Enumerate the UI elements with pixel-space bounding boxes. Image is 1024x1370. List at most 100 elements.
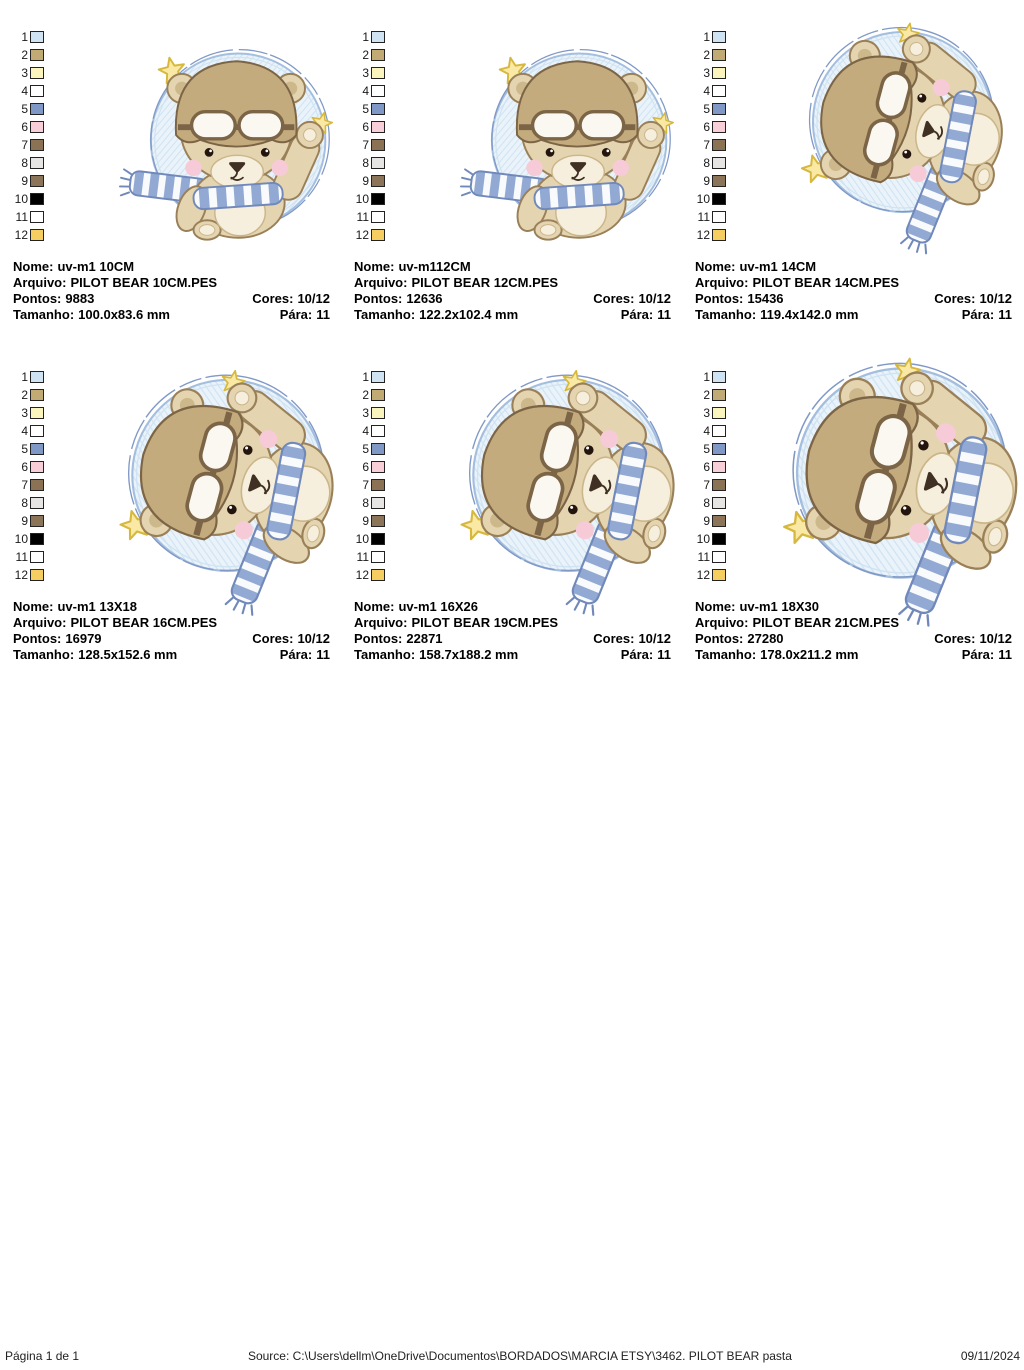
- palette-index: 12: [355, 568, 369, 582]
- value-arquivo: PILOT BEAR 10CM.PES: [70, 275, 218, 290]
- palette-swatch: [30, 31, 44, 43]
- stitches-line: Pontos: 9883 Cores: 10/12: [13, 291, 330, 307]
- palette-index: 4: [362, 424, 369, 438]
- palette-index: 9: [362, 514, 369, 528]
- palette-swatch: [371, 139, 385, 151]
- label-arquivo: Arquivo:: [354, 615, 408, 630]
- value-nome: uv-m1 16X26: [398, 599, 478, 614]
- palette-swatch: [371, 389, 385, 401]
- palette-index: 12: [14, 568, 28, 582]
- palette-row: 12: [345, 566, 385, 584]
- pilot-bear-illustration: [775, 16, 1005, 236]
- palette-swatch: [371, 443, 385, 455]
- palette-swatch: [371, 157, 385, 169]
- name-line: Nome: uv-m112CM: [354, 259, 671, 275]
- design-info: Nome: uv-m1 16X26 Arquivo: PILOT BEAR 19CM…: [354, 599, 671, 663]
- palette-index: 9: [21, 174, 28, 188]
- label-para: Pára:: [620, 647, 654, 662]
- value-tamanho: 122.2x102.4 mm: [419, 307, 519, 322]
- embroidery-preview: [753, 350, 1020, 605]
- palette-swatch: [30, 515, 44, 527]
- value-cores: 10/12: [638, 631, 671, 646]
- palette-index: 4: [21, 84, 28, 98]
- palette-index: 2: [21, 388, 28, 402]
- palette-index: 11: [697, 210, 710, 224]
- palette-row: 9: [345, 172, 385, 190]
- palette-swatch: [371, 175, 385, 187]
- thread-palette: 1 2 3 4 5 6 7 8 9 10 11 12: [4, 28, 44, 244]
- palette-swatch: [371, 479, 385, 491]
- palette-row: 12: [686, 566, 726, 584]
- value-cores: 10/12: [297, 631, 330, 646]
- label-nome: Nome:: [13, 599, 54, 614]
- palette-row: 9: [686, 172, 726, 190]
- palette-index: 3: [362, 406, 369, 420]
- label-nome: Nome:: [354, 259, 395, 274]
- label-arquivo: Arquivo:: [695, 615, 749, 630]
- palette-index: 10: [355, 532, 369, 546]
- palette-swatch: [712, 443, 726, 455]
- value-arquivo: PILOT BEAR 12CM.PES: [411, 275, 559, 290]
- design-info: Nome: uv-m1 14CM Arquivo: PILOT BEAR 14CM.…: [695, 259, 1012, 323]
- palette-swatch: [371, 193, 385, 205]
- palette-swatch: [30, 229, 44, 241]
- palette-row: 7: [686, 136, 726, 154]
- palette-index: 1: [21, 30, 28, 44]
- palette-row: 11: [345, 208, 385, 226]
- design-card: 1 2 3 4 5 6 7 8 9 10 11 12 Nome: uv-m1 13X18 Arquivo…: [0, 365, 341, 700]
- palette-index: 5: [703, 102, 710, 116]
- label-tamanho: Tamanho:: [354, 647, 416, 662]
- value-tamanho: 119.4x142.0 mm: [760, 307, 859, 322]
- label-tamanho: Tamanho:: [13, 307, 75, 322]
- palette-row: 1: [345, 368, 385, 386]
- palette-swatch: [712, 551, 726, 563]
- stitches-line: Pontos: 16979 Cores: 10/12: [13, 631, 330, 647]
- palette-index: 4: [703, 84, 710, 98]
- value-arquivo: PILOT BEAR 14CM.PES: [752, 275, 900, 290]
- palette-row: 2: [345, 46, 385, 64]
- palette-index: 8: [362, 156, 369, 170]
- palette-row: 3: [686, 404, 726, 422]
- palette-row: 8: [686, 494, 726, 512]
- page-footer: Página 1 de 1 Source: C:\Users\dellm\One…: [0, 1349, 1024, 1363]
- label-para: Pára:: [279, 307, 313, 322]
- design-info: Nome: uv-m112CM Arquivo: PILOT BEAR 12CM.P…: [354, 259, 671, 323]
- size-line: Tamanho: 119.4x142.0 mm Pára: 11: [695, 307, 1012, 323]
- palette-swatch: [371, 211, 385, 223]
- size-line: Tamanho: 100.0x83.6 mm Pára: 11: [13, 307, 330, 323]
- embroidery-preview: [775, 16, 1005, 236]
- palette-swatch: [30, 85, 44, 97]
- label-para: Pára:: [961, 307, 995, 322]
- palette-swatch: [30, 49, 44, 61]
- palette-swatch: [371, 229, 385, 241]
- palette-index: 9: [703, 174, 710, 188]
- palette-index: 1: [703, 30, 710, 44]
- design-card: 1 2 3 4 5 6 7 8 9 10 11 12 Nome: uv-m1 18X30 Arquivo…: [682, 365, 1023, 700]
- label-para: Pára:: [961, 647, 995, 662]
- palette-index: 6: [362, 460, 369, 474]
- palette-swatch: [712, 157, 726, 169]
- label-tamanho: Tamanho:: [695, 647, 757, 662]
- value-tamanho: 158.7x188.2 mm: [419, 647, 519, 662]
- palette-swatch: [30, 569, 44, 581]
- name-line: Nome: uv-m1 13X18: [13, 599, 330, 615]
- value-pontos: 15436: [747, 291, 784, 306]
- palette-index: 7: [362, 478, 369, 492]
- palette-index: 10: [355, 192, 369, 206]
- label-pontos: Pontos:: [695, 631, 744, 646]
- palette-swatch: [712, 175, 726, 187]
- palette-swatch: [371, 407, 385, 419]
- palette-row: 8: [345, 154, 385, 172]
- palette-row: 2: [4, 46, 44, 64]
- palette-row: 11: [686, 208, 726, 226]
- palette-row: 6: [345, 458, 385, 476]
- value-nome: uv-m1 18X30: [739, 599, 819, 614]
- palette-row: 8: [345, 494, 385, 512]
- palette-row: 5: [4, 440, 44, 458]
- palette-row: 7: [686, 476, 726, 494]
- palette-swatch: [712, 139, 726, 151]
- palette-index: 7: [362, 138, 369, 152]
- palette-swatch: [371, 461, 385, 473]
- palette-swatch: [712, 479, 726, 491]
